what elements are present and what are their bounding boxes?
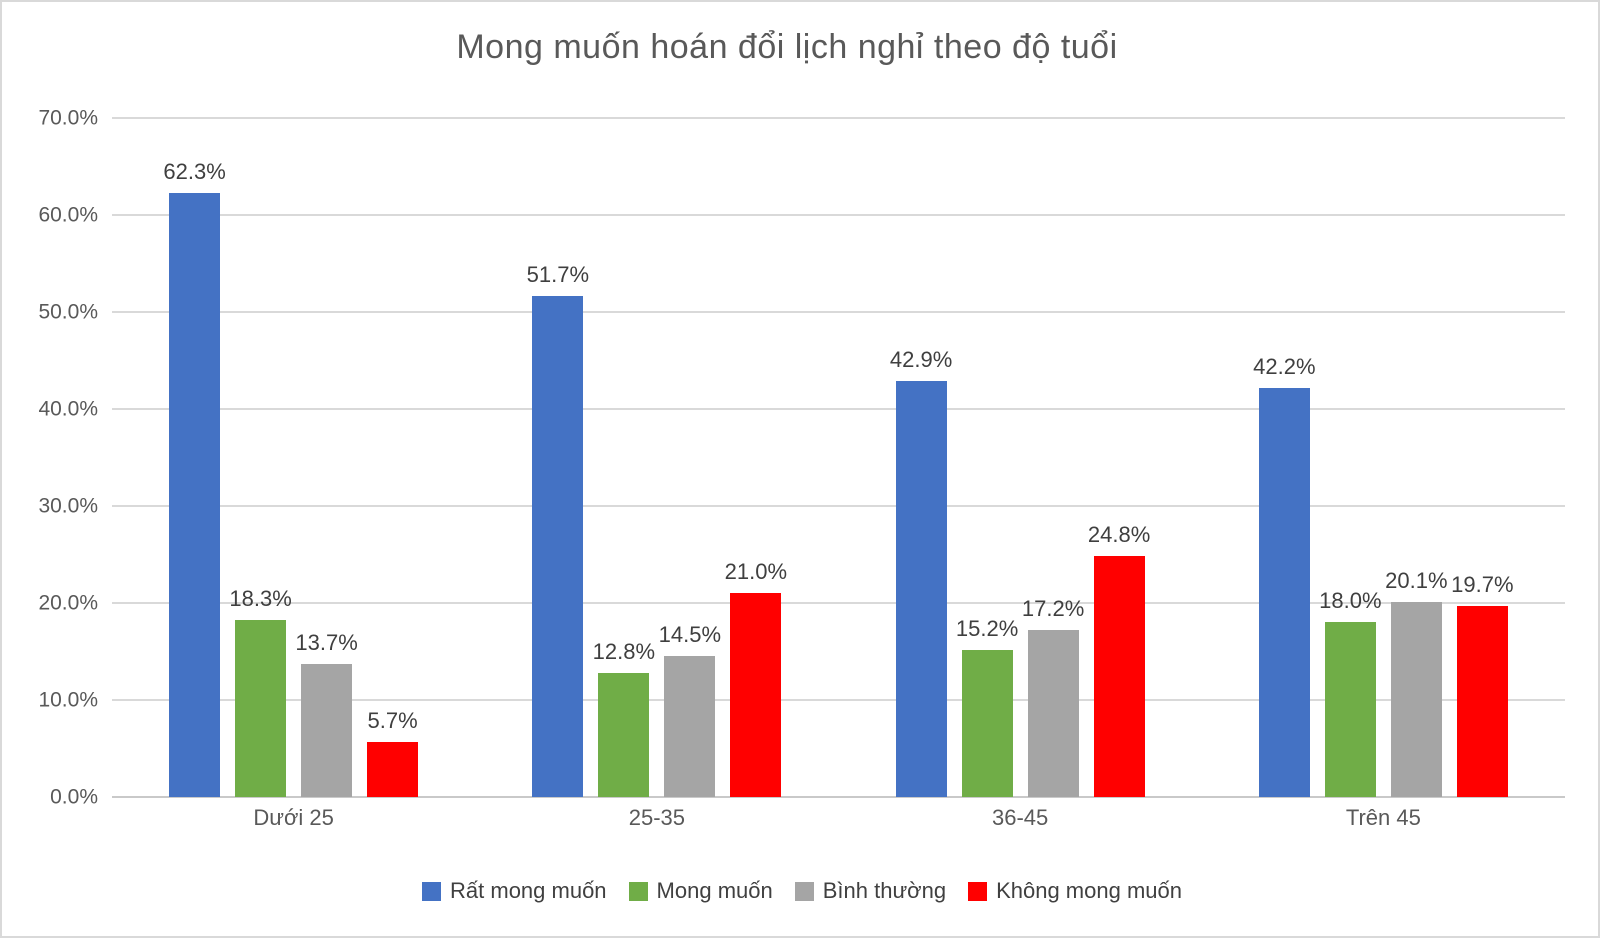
data-label: 42.2% bbox=[1253, 353, 1316, 379]
y-axis-tick-label: 10.0% bbox=[38, 688, 98, 712]
bar-series-1: 51.7% bbox=[527, 263, 589, 797]
y-axis-tick-label: 60.0% bbox=[38, 203, 98, 227]
gridline bbox=[112, 311, 1565, 313]
x-axis-category-label: Trên 45 bbox=[1345, 805, 1421, 830]
legend-item-3: Bình thường bbox=[794, 878, 947, 904]
plot-area: 62.3% 18.3% 13.7% 5.7% 51.7% 12.8% 14.5% 21.0% 4… bbox=[112, 117, 1565, 798]
bar-series-2: 18.0% bbox=[1319, 590, 1382, 797]
legend-swatch-icon bbox=[422, 881, 442, 901]
data-label: 24.8% bbox=[1087, 522, 1151, 548]
gridline bbox=[112, 699, 1565, 701]
bar-series-3: 13.7% bbox=[295, 632, 358, 797]
legend-swatch-icon bbox=[794, 881, 814, 901]
x-axis-category-label: 36-45 bbox=[991, 805, 1049, 830]
data-label: 20.1% bbox=[1385, 568, 1448, 594]
gridline bbox=[112, 214, 1565, 216]
legend-item-2: Mong muốn bbox=[628, 878, 773, 904]
bar-groups: 62.3% 18.3% 13.7% 5.7% 51.7% 12.8% 14.5% 21.0% 4… bbox=[112, 118, 1565, 797]
data-label: 17.2% bbox=[1021, 596, 1085, 622]
bar-series-2: 12.8% bbox=[593, 640, 655, 797]
bar-series-3: 20.1% bbox=[1385, 570, 1448, 797]
legend-item-4: Không mong muốn bbox=[968, 878, 1182, 904]
bar-series-1: 42.2% bbox=[1253, 355, 1316, 797]
x-axis-labels: Dưới 25 25-35 36-45 Trên 45 bbox=[112, 805, 1565, 831]
x-axis-line bbox=[112, 796, 1565, 798]
y-axis-tick-label: 30.0% bbox=[38, 494, 98, 518]
bar-series-4: 5.7% bbox=[367, 709, 419, 797]
bar-series-2: 15.2% bbox=[956, 617, 1018, 797]
bar-group-3: 42.9% 15.2% 17.2% 24.8% bbox=[839, 118, 1202, 797]
y-axis-tick-label: 70.0% bbox=[38, 106, 98, 130]
data-label: 42.9% bbox=[889, 346, 953, 372]
gridlines bbox=[112, 117, 1565, 798]
data-label: 13.7% bbox=[295, 630, 358, 656]
bar-group-2: 51.7% 12.8% 14.5% 21.0% bbox=[475, 118, 838, 797]
legend-label: Không mong muốn bbox=[996, 878, 1182, 903]
gridline bbox=[112, 505, 1565, 507]
y-axis-tick-label: 20.0% bbox=[38, 591, 98, 615]
y-axis-tick-label: 40.0% bbox=[38, 397, 98, 421]
bar-series-1: 42.9% bbox=[890, 348, 952, 797]
legend: Rất mong muốn Mong muốn Bình thường Không m… bbox=[2, 878, 1600, 904]
data-label: 12.8% bbox=[592, 638, 656, 664]
gridline bbox=[112, 117, 1565, 119]
y-axis-tick-label: 50.0% bbox=[38, 300, 98, 324]
bar-series-3: 14.5% bbox=[659, 624, 721, 797]
legend-item-1: Rất mong muốn bbox=[422, 878, 607, 904]
bar-group-1: 62.3% 18.3% 13.7% 5.7% bbox=[112, 118, 475, 797]
data-label: 21.0% bbox=[724, 559, 788, 585]
legend-swatch-icon bbox=[628, 881, 648, 901]
data-label: 14.5% bbox=[658, 622, 722, 648]
data-label: 5.7% bbox=[367, 707, 418, 733]
bar-series-4: 21.0% bbox=[725, 561, 787, 797]
bar-series-2: 18.3% bbox=[229, 587, 292, 797]
data-label: 51.7% bbox=[526, 261, 590, 287]
bar-group-4: 42.2% 18.0% 20.1% 19.7% bbox=[1202, 118, 1565, 797]
x-axis-category-label: Dưới 25 bbox=[253, 805, 334, 830]
bar-series-4: 24.8% bbox=[1088, 524, 1150, 797]
legend-label: Bình thường bbox=[822, 878, 947, 903]
legend-label: Rất mong muốn bbox=[450, 878, 607, 903]
legend-label: Mong muốn bbox=[656, 878, 773, 903]
bar-series-3: 17.2% bbox=[1022, 598, 1084, 797]
data-label: 62.3% bbox=[163, 158, 226, 184]
chart-title: Mong muốn hoán đổi lịch nghỉ theo độ tuổ… bbox=[456, 28, 1118, 66]
gridline bbox=[112, 408, 1565, 410]
y-axis-tick-label: 0.0% bbox=[50, 785, 98, 809]
bar-series-4: 19.7% bbox=[1451, 573, 1514, 797]
data-label: 15.2% bbox=[955, 615, 1019, 641]
data-label: 18.0% bbox=[1319, 588, 1382, 614]
x-axis-category-label: 25-35 bbox=[628, 805, 686, 830]
data-label: 19.7% bbox=[1451, 571, 1514, 597]
legend-swatch-icon bbox=[968, 881, 988, 901]
data-label: 18.3% bbox=[229, 585, 292, 611]
y-axis-labels: 0.0% 10.0% 20.0% 30.0% 40.0% 50.0% 60.0% 70.0% bbox=[2, 108, 98, 808]
gridline bbox=[112, 602, 1565, 604]
bar-series-1: 62.3% bbox=[163, 160, 226, 797]
